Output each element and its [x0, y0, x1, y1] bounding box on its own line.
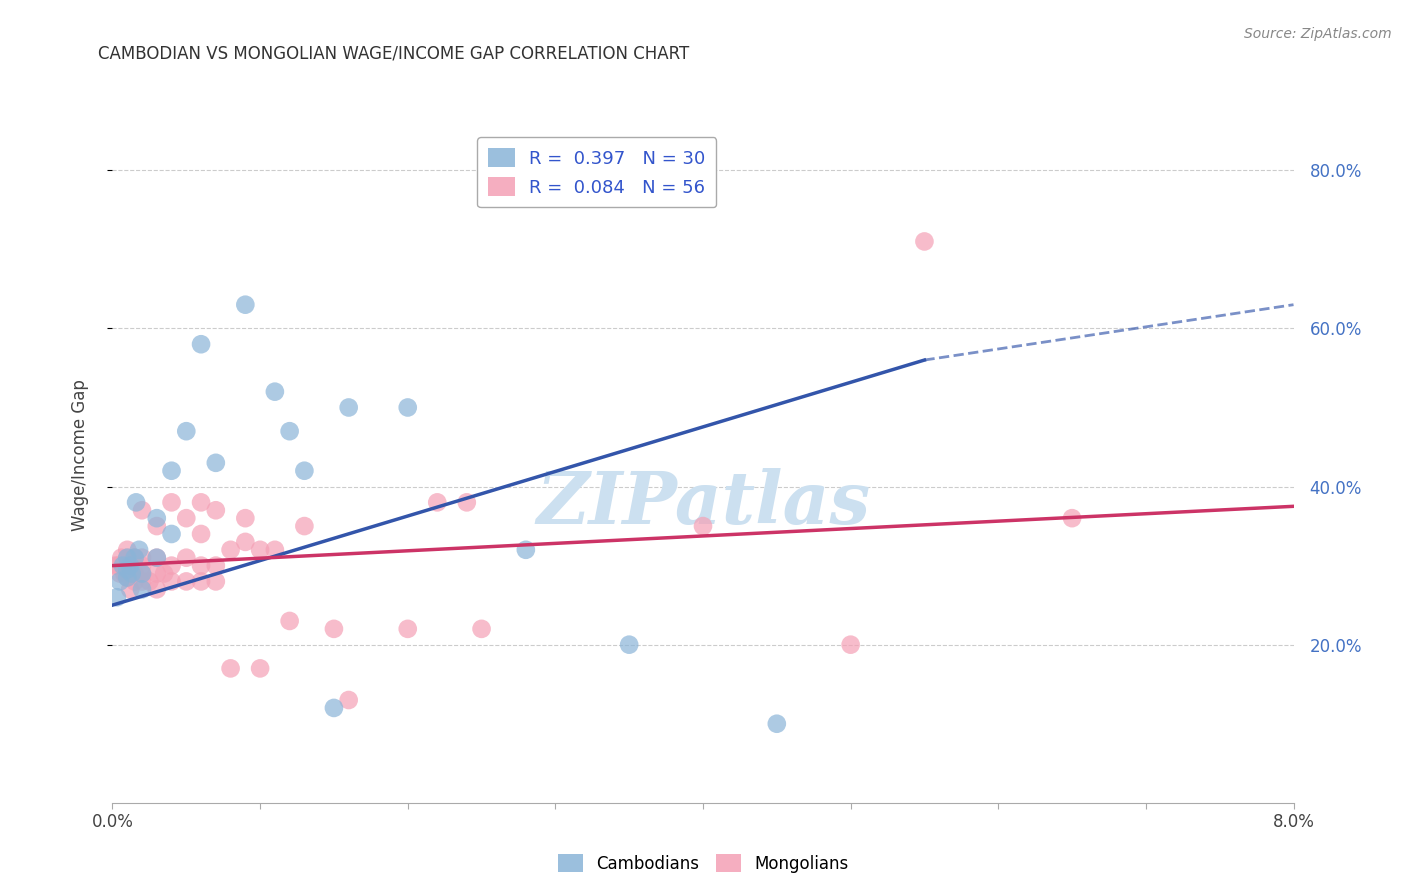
- Point: [146, 519, 169, 533]
- Point: [117, 550, 138, 565]
- Point: [146, 582, 169, 597]
- Point: [153, 566, 176, 581]
- Point: [107, 558, 129, 573]
- Point: [146, 566, 169, 581]
- Point: [124, 550, 146, 565]
- Point: [174, 574, 197, 589]
- Point: [914, 235, 936, 249]
- Point: [1062, 511, 1084, 525]
- Point: [249, 661, 271, 675]
- Point: [456, 495, 478, 509]
- Point: [146, 550, 169, 565]
- Point: [264, 384, 287, 399]
- Point: [117, 563, 138, 577]
- Point: [125, 495, 148, 509]
- Point: [110, 550, 132, 565]
- Legend: Cambodians, Mongolians: Cambodians, Mongolians: [551, 847, 855, 880]
- Point: [160, 558, 183, 573]
- Point: [160, 464, 183, 478]
- Point: [278, 424, 301, 438]
- Point: [117, 570, 138, 584]
- Text: Source: ZipAtlas.com: Source: ZipAtlas.com: [1244, 27, 1392, 41]
- Point: [205, 503, 228, 517]
- Point: [117, 563, 138, 577]
- Point: [117, 570, 138, 584]
- Point: [131, 550, 153, 565]
- Point: [124, 574, 146, 589]
- Point: [131, 566, 153, 581]
- Point: [219, 542, 242, 557]
- Point: [108, 566, 131, 581]
- Point: [205, 456, 228, 470]
- Point: [174, 424, 197, 438]
- Point: [120, 558, 142, 573]
- Point: [292, 519, 315, 533]
- Point: [249, 542, 271, 557]
- Point: [233, 534, 256, 549]
- Point: [264, 542, 287, 557]
- Point: [190, 558, 212, 573]
- Point: [124, 550, 146, 565]
- Point: [174, 511, 197, 525]
- Point: [160, 495, 183, 509]
- Point: [292, 464, 315, 478]
- Point: [765, 716, 787, 731]
- Point: [105, 591, 128, 605]
- Point: [131, 582, 153, 597]
- Legend: R =  0.397   N = 30, R =  0.084   N = 56: R = 0.397 N = 30, R = 0.084 N = 56: [477, 137, 717, 208]
- Point: [138, 574, 160, 589]
- Point: [692, 519, 714, 533]
- Point: [128, 542, 150, 557]
- Point: [323, 701, 346, 715]
- Point: [337, 401, 360, 415]
- Point: [160, 527, 183, 541]
- Point: [396, 622, 419, 636]
- Point: [121, 566, 143, 581]
- Point: [278, 614, 301, 628]
- Text: ZIPatlas: ZIPatlas: [536, 468, 870, 539]
- Point: [471, 622, 494, 636]
- Point: [124, 566, 146, 581]
- Point: [323, 622, 346, 636]
- Point: [515, 542, 537, 557]
- Point: [146, 511, 169, 525]
- Point: [190, 574, 212, 589]
- Point: [839, 638, 862, 652]
- Point: [396, 401, 419, 415]
- Point: [160, 574, 183, 589]
- Y-axis label: Wage/Income Gap: Wage/Income Gap: [70, 379, 89, 531]
- Point: [190, 337, 212, 351]
- Point: [131, 574, 153, 589]
- Point: [120, 582, 142, 597]
- Point: [146, 550, 169, 565]
- Point: [337, 693, 360, 707]
- Point: [104, 558, 127, 573]
- Point: [190, 495, 212, 509]
- Point: [205, 558, 228, 573]
- Point: [619, 638, 641, 652]
- Point: [426, 495, 449, 509]
- Point: [131, 503, 153, 517]
- Point: [190, 527, 212, 541]
- Point: [233, 298, 256, 312]
- Point: [219, 661, 242, 675]
- Point: [112, 566, 135, 581]
- Point: [205, 574, 228, 589]
- Point: [174, 550, 197, 565]
- Point: [131, 566, 153, 581]
- Point: [108, 574, 131, 589]
- Point: [117, 542, 138, 557]
- Point: [117, 550, 138, 565]
- Point: [111, 558, 134, 573]
- Point: [233, 511, 256, 525]
- Point: [131, 558, 153, 573]
- Text: CAMBODIAN VS MONGOLIAN WAGE/INCOME GAP CORRELATION CHART: CAMBODIAN VS MONGOLIAN WAGE/INCOME GAP C…: [98, 45, 690, 62]
